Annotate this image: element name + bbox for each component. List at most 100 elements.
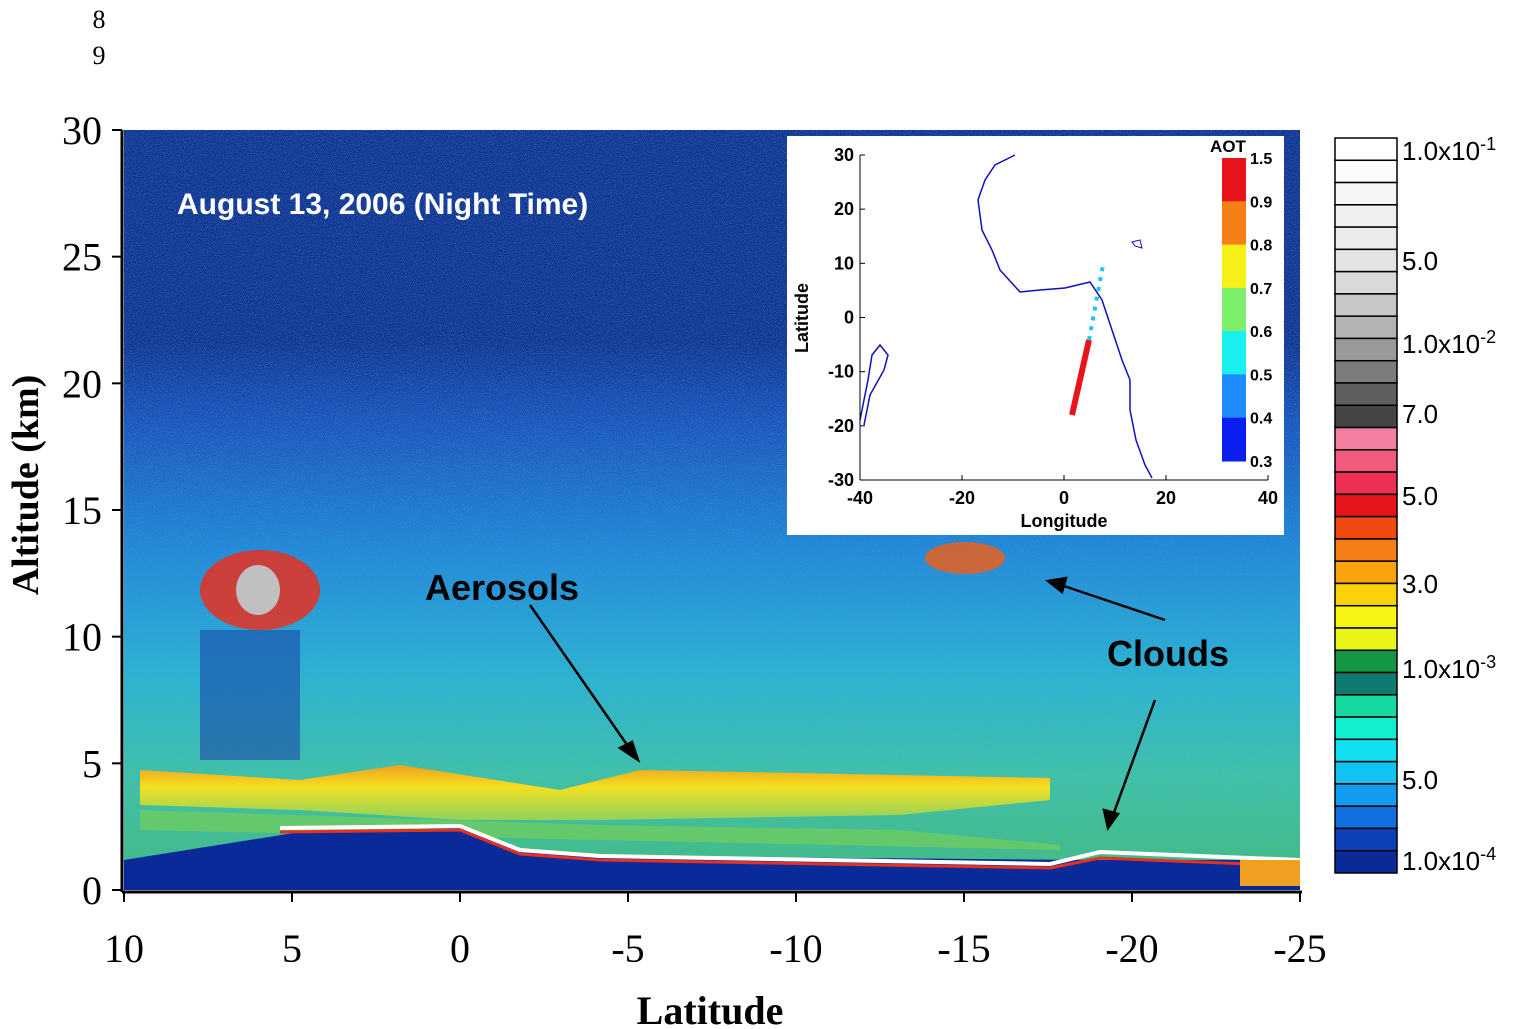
colorbar-bin — [1334, 449, 1398, 473]
inset-colorbar-bin — [1222, 331, 1246, 375]
aerosol-lower — [140, 810, 1060, 850]
colorbar-label: 5.0 — [1402, 765, 1438, 795]
surface-return — [279, 828, 1301, 870]
inset-y-tick-label: 0 — [844, 308, 854, 328]
colorbar-bin — [1334, 382, 1398, 407]
colorbar-label-text: 1.0x10 — [1402, 654, 1480, 684]
inset-colorbar-bin — [1222, 287, 1246, 332]
y-tick-label: 25 — [62, 235, 102, 280]
x-tick-label: -10 — [769, 926, 822, 971]
x-tick-label: -15 — [937, 926, 990, 971]
inset-colorbar-label: 0.4 — [1250, 411, 1272, 428]
inset-x-tick-label: -20 — [949, 488, 975, 508]
x-tick-label: 10 — [104, 926, 144, 971]
attenuation — [200, 630, 300, 760]
y-tick-label: 10 — [62, 615, 102, 660]
x-tick-label: 5 — [282, 926, 302, 971]
inset-x-tick-label: 20 — [1156, 488, 1176, 508]
colorbar-bin — [1334, 805, 1398, 830]
colorbar-label-text: 5.0 — [1402, 246, 1438, 276]
inset-colorbar-bin — [1222, 374, 1246, 419]
colorbar-label-text: 1.0x10 — [1402, 136, 1480, 166]
surface-aerosol — [1240, 860, 1300, 886]
coastline — [1131, 239, 1143, 249]
colorbar-bin — [1334, 538, 1398, 562]
colorbar-bin — [1334, 827, 1398, 852]
colorbar-bin — [1334, 471, 1398, 496]
surface-return — [279, 823, 1301, 867]
colorbar-bin — [1334, 426, 1398, 451]
line-number: 8 — [93, 5, 106, 34]
inset-x-tick-label: 40 — [1258, 488, 1278, 508]
colorbar-label: 7.0 — [1402, 399, 1438, 429]
inset-colorbar-label: 0.5 — [1250, 367, 1272, 384]
colorbar-label: 1.0x10-4 — [1402, 844, 1496, 876]
inset-y-tick-label: -10 — [828, 362, 854, 382]
y-tick-label: 15 — [62, 488, 102, 533]
colorbar-label: 5.0 — [1402, 246, 1438, 276]
inset-y-tick-label: 30 — [834, 145, 854, 165]
inset-y-label: Latitude — [792, 283, 812, 353]
line-number: 9 — [93, 41, 106, 70]
colorbar-bin — [1334, 760, 1398, 785]
aerosol-layer — [140, 765, 1050, 820]
colorbar-bin — [1334, 137, 1398, 162]
cloud — [925, 542, 1005, 574]
cloud — [236, 565, 280, 615]
x-tick-label: 0 — [450, 926, 470, 971]
colorbar-bin — [1334, 204, 1398, 228]
colorbar-bin — [1334, 560, 1398, 585]
colorbar-bin — [1334, 293, 1398, 317]
arrows — [528, 576, 1166, 832]
colorbar-label-text: 5.0 — [1402, 765, 1438, 795]
colorbar-label-exponent: -3 — [1480, 652, 1496, 672]
colorbar-bin — [1334, 716, 1398, 741]
y-tick-label: 30 — [62, 108, 102, 153]
inset-x-label: Longitude — [1021, 511, 1108, 531]
inset-background — [787, 136, 1284, 535]
colorbar-label-text: 7.0 — [1402, 399, 1438, 429]
colorbar-label-text: 1.0x10 — [1402, 329, 1480, 359]
inset-colorbar-title: AOT — [1210, 137, 1247, 156]
colorbar-bin — [1334, 671, 1398, 696]
annotation: Aerosols — [425, 567, 579, 608]
colorbar-bin — [1334, 582, 1398, 607]
inset-colorbar-label: 0.3 — [1250, 454, 1272, 471]
colorbar-label: 1.0x10-2 — [1402, 327, 1496, 359]
inset-colorbar-bin — [1222, 201, 1246, 246]
annotation: Clouds — [1107, 633, 1229, 674]
colorbar-label-text: 5.0 — [1402, 481, 1438, 511]
inset-y-tick-label: 10 — [834, 253, 854, 273]
colorbar-bin — [1334, 359, 1398, 384]
inset-x-tick-label: 0 — [1059, 488, 1069, 508]
track — [1087, 264, 1105, 341]
colorbar-label-exponent: -1 — [1480, 134, 1496, 154]
colorbar-bin — [1334, 181, 1398, 206]
colorbar-bin — [1334, 783, 1398, 807]
colorbar-bin — [1334, 738, 1398, 763]
colorbar-bin — [1334, 515, 1398, 540]
colorbar-bin — [1334, 849, 1398, 874]
x-tick-label: -5 — [611, 926, 644, 971]
colorbar-bin — [1334, 226, 1398, 251]
x-tick-label: -25 — [1273, 926, 1326, 971]
inset-y-tick-label: -30 — [828, 470, 854, 490]
colorbar-bin — [1334, 627, 1398, 652]
colorbar-bin — [1334, 649, 1398, 674]
coastline — [859, 343, 889, 426]
colorbar-label-text: 3.0 — [1402, 569, 1438, 599]
coastline — [977, 154, 1153, 479]
inset-colorbar-label: 1.5 — [1250, 151, 1272, 168]
y-axis-label: Altitude (km) — [5, 375, 47, 596]
colorbar-label-exponent: -2 — [1480, 327, 1496, 347]
y-tick-label: 5 — [82, 741, 102, 786]
y-tick-label: 0 — [82, 868, 102, 913]
inset-colorbar-bin — [1222, 244, 1246, 289]
colorbar-bin — [1334, 404, 1398, 429]
inset-colorbar-label: 0.6 — [1250, 324, 1272, 341]
colorbar-label: 1.0x10-3 — [1402, 652, 1496, 684]
colorbar-bin — [1334, 315, 1398, 340]
inset-y-tick-label: -20 — [828, 416, 854, 436]
colorbar-bin — [1334, 694, 1398, 718]
